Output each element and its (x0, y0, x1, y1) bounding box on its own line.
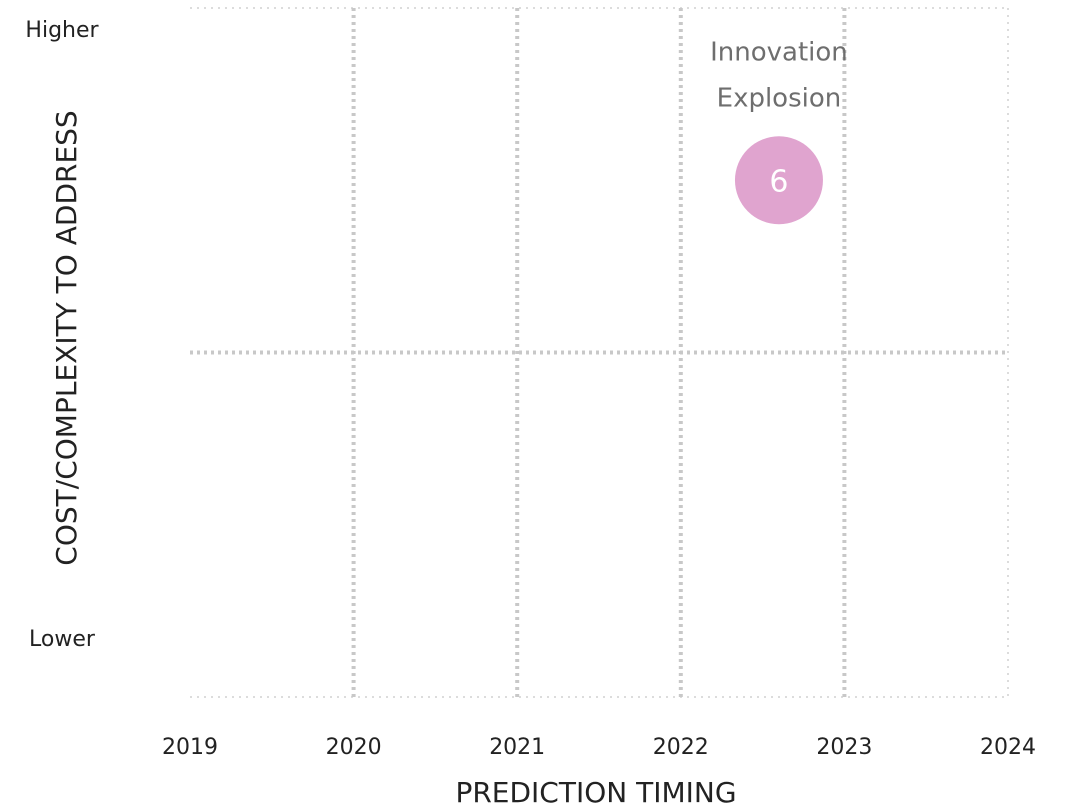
y-level-higher: Higher (25, 18, 99, 43)
x-tick-label: 2022 (653, 735, 709, 760)
data-point: 6 Innovation Explosion (710, 37, 848, 225)
x-axis-title: PREDICTION TIMING (455, 776, 736, 808)
x-tick-label: 2023 (816, 735, 872, 760)
x-tick-label: 2021 (489, 735, 545, 760)
grid-lines (190, 7, 1009, 698)
x-tick-label: 2020 (326, 735, 382, 760)
x-tick-label: 2024 (980, 735, 1036, 760)
point-marker (734, 136, 823, 225)
x-axis-ticks: 2019 2020 2021 2022 2023 2024 (162, 735, 1036, 760)
point-label: Innovation (710, 37, 848, 67)
data-points: 6 Innovation Explosion (710, 37, 848, 225)
point-number: 6 (769, 164, 788, 199)
y-axis-title: COST/COMPLEXITY TO ADDRESS (50, 110, 83, 565)
point-label: Explosion (717, 83, 842, 113)
y-level-lower: Lower (29, 627, 96, 652)
x-tick-label: 2019 (162, 735, 218, 760)
